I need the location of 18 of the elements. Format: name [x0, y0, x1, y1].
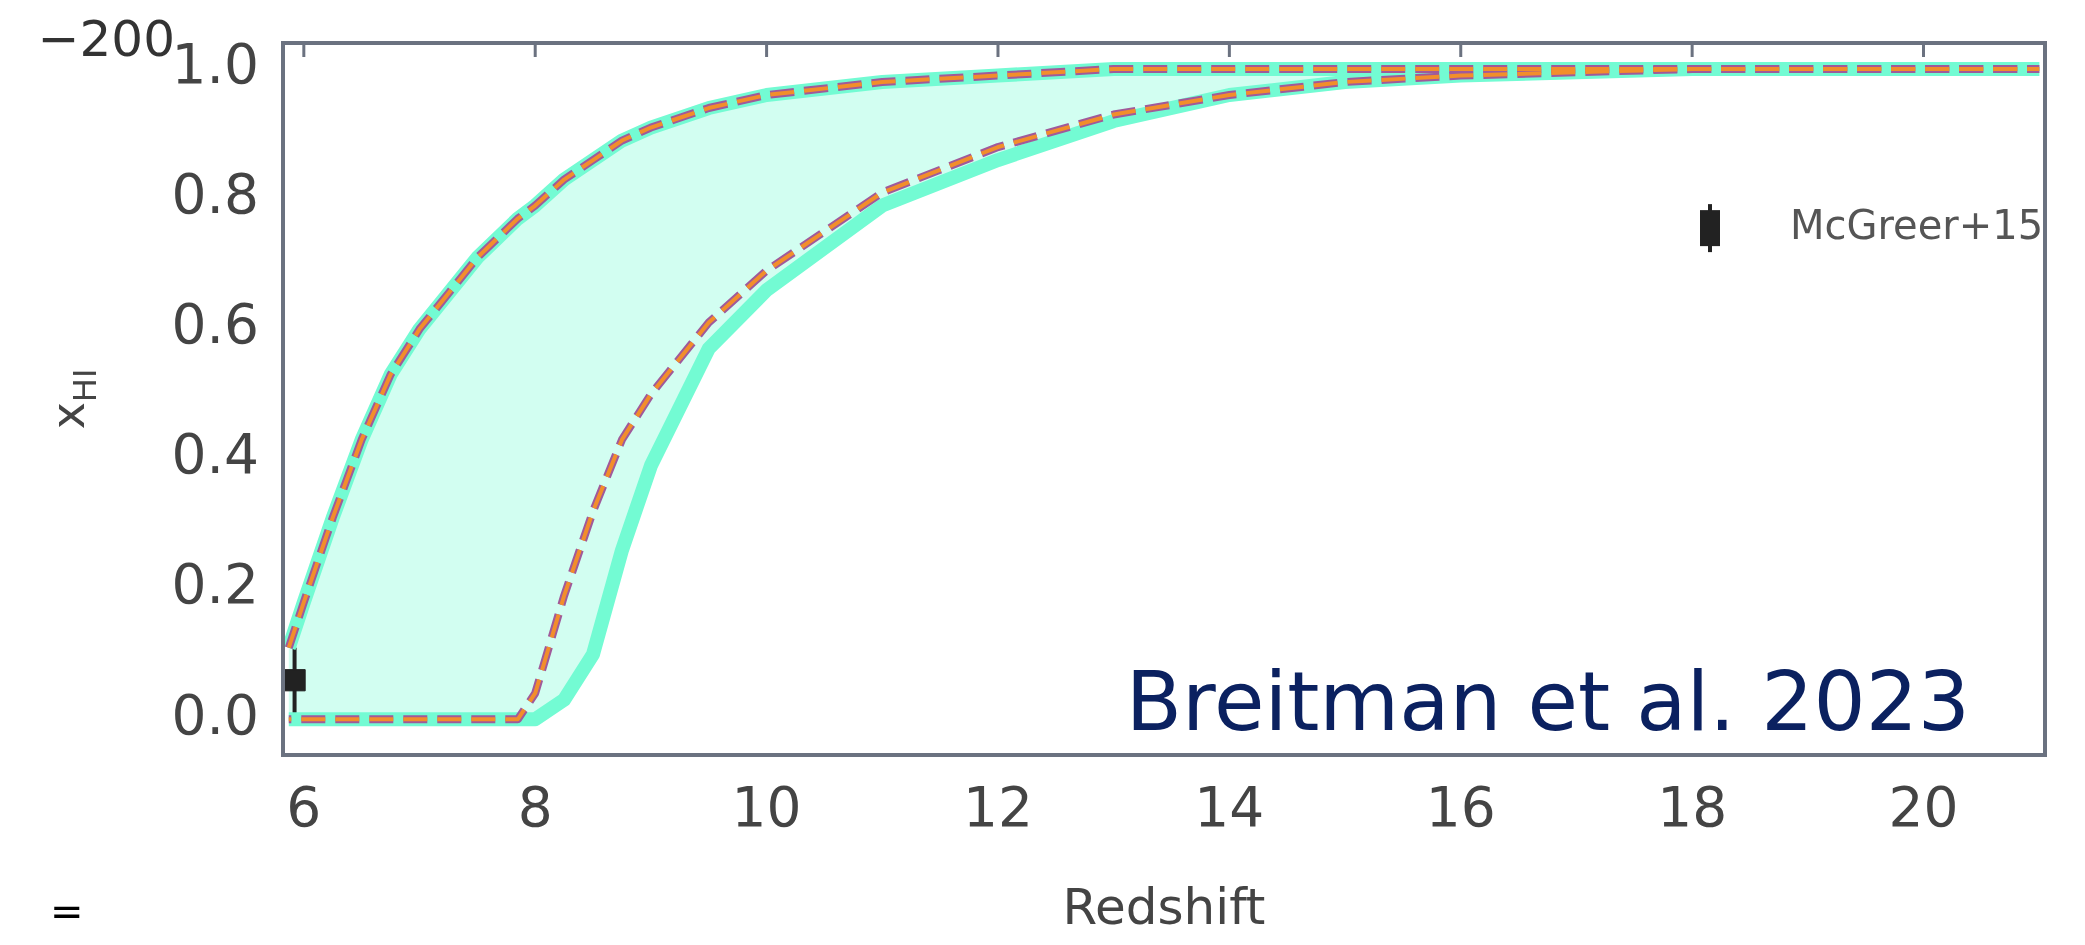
y-tick-label: 0.8	[171, 162, 259, 227]
x-tick-label: 12	[962, 775, 1033, 840]
annotation: Breitman et al. 2023	[1125, 654, 1970, 749]
x-tick-label: 14	[1194, 775, 1265, 840]
x-tick-label: 18	[1657, 775, 1728, 840]
x-tick-label: 10	[731, 775, 802, 840]
x-tick-label: 20	[1888, 775, 1959, 840]
legend-label: McGreer+15	[1790, 201, 2044, 248]
y-axis-title: xHI	[41, 368, 104, 430]
y-tick-label: 0.0	[171, 682, 259, 747]
x-tick-label: 6	[286, 775, 322, 840]
x-tick-label: 8	[517, 775, 553, 840]
text: =	[50, 888, 84, 935]
x-tick-label: 16	[1425, 775, 1496, 840]
y-tick-label: 0.4	[171, 422, 259, 487]
x-axis-title: Redshift	[1062, 877, 1266, 936]
y-tick-label: 0.2	[171, 552, 259, 617]
y-tick-label: 0.6	[171, 292, 259, 357]
